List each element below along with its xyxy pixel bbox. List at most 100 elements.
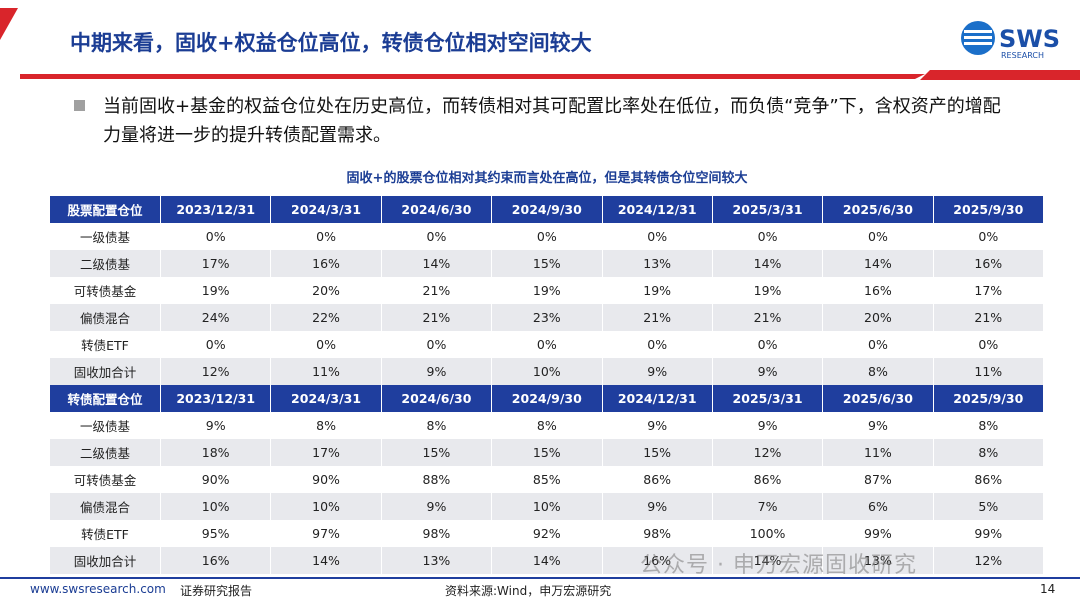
row: 偏债混合 24% 22% 21% 23% 21% 21% 20% 21% [50, 304, 1045, 331]
row-label: 偏债混合 [50, 493, 161, 520]
table-caption: 固收+的股票仓位相对其约束而言处在高位，但是其转债仓位空间较大 [346, 171, 748, 186]
cell: 6% [822, 493, 934, 520]
header-row: 股票配置仓位 2023/12/31 2024/3/31 2024/6/30 2024/9… [50, 196, 1045, 223]
cell: 0% [160, 331, 272, 358]
row: 二级债基 18% 17% 15% 15% 15% 12% 11% 8% [50, 439, 1045, 466]
header-cell: 2024/3/31 [270, 385, 382, 412]
website: www.swsresearch.com [30, 582, 166, 596]
cell: 11% [822, 439, 934, 466]
row-label: 可转债基金 [50, 466, 161, 493]
cell: 15% [381, 439, 493, 466]
cell: 9% [381, 358, 493, 385]
header-cell: 2024/9/30 [491, 385, 603, 412]
bullet-marker [74, 100, 85, 111]
watermark: 公众号 · 申万宏源固收研究 [640, 553, 917, 578]
cell: 92% [491, 520, 603, 547]
cell: 21% [933, 304, 1045, 331]
cell: 9% [602, 412, 713, 439]
cell: 24% [160, 304, 272, 331]
header-cell: 转债配置仓位 [50, 385, 161, 412]
cell: 7% [712, 493, 824, 520]
cell: 21% [712, 304, 824, 331]
cell: 10% [160, 493, 272, 520]
cell: 16% [933, 250, 1045, 277]
cell: 0% [602, 331, 713, 358]
cell: 8% [381, 412, 493, 439]
cell: 98% [602, 520, 713, 547]
logo-sub: RESEARCH [1001, 51, 1044, 60]
cell: 10% [491, 358, 603, 385]
cell: 9% [602, 493, 713, 520]
logo-icon [961, 21, 995, 55]
cell: 14% [381, 250, 493, 277]
cell: 87% [822, 466, 934, 493]
cell: 17% [160, 250, 272, 277]
header-cell: 2025/6/30 [822, 385, 934, 412]
header-cell: 股票配置仓位 [50, 196, 161, 223]
header-cell: 2025/3/31 [712, 196, 824, 223]
header-cell: 2024/12/31 [602, 385, 713, 412]
cell: 11% [270, 358, 382, 385]
cell: 14% [270, 547, 382, 574]
cell: 21% [381, 304, 493, 331]
cell: 13% [822, 547, 934, 574]
cell: 9% [822, 412, 934, 439]
cell: 85% [491, 466, 603, 493]
header-cell: 2023/12/31 [160, 196, 272, 223]
row-label: 二级债基 [50, 250, 161, 277]
cell: 14% [712, 250, 824, 277]
cell: 8% [270, 412, 382, 439]
header-cell: 2023/12/31 [160, 385, 272, 412]
row-label: 一级债基 [50, 412, 161, 439]
cell: 16% [160, 547, 272, 574]
cell: 15% [602, 439, 713, 466]
cell: 13% [602, 250, 713, 277]
cell: 9% [602, 358, 713, 385]
header-cell: 2025/9/30 [933, 385, 1045, 412]
cell: 0% [822, 331, 934, 358]
cell: 10% [491, 493, 603, 520]
cell: 20% [270, 277, 382, 304]
cell: 8% [933, 412, 1045, 439]
row: 固收加合计 12% 11% 9% 10% 9% 9% 8% 11% [50, 358, 1045, 385]
cell: 21% [381, 277, 493, 304]
header-cell: 2025/6/30 [822, 196, 934, 223]
table: 股票配置仓位 2023/12/31 2024/3/31 2024/6/30 2024/9… [50, 196, 1045, 574]
cell: 0% [712, 223, 824, 250]
header-cell: 2024/6/30 [381, 385, 493, 412]
row-label: 可转债基金 [50, 277, 161, 304]
cell: 9% [160, 412, 272, 439]
cell: 23% [491, 304, 603, 331]
cell: 86% [712, 466, 824, 493]
rule-end [920, 70, 1080, 80]
cell: 14% [491, 547, 603, 574]
row-label: 转债ETF [50, 520, 161, 547]
cell: 97% [270, 520, 382, 547]
row: 可转债基金 90% 90% 88% 85% 86% 86% 87% 86% [50, 466, 1045, 493]
cell: 21% [602, 304, 713, 331]
row: 转债ETF 95% 97% 98% 92% 98% 100% 99% 99% [50, 520, 1045, 547]
row: 偏债混合 10% 10% 9% 10% 9% 7% 6% 5% [50, 493, 1045, 520]
cell: 99% [822, 520, 934, 547]
cell: 0% [270, 331, 382, 358]
cell: 0% [381, 331, 493, 358]
footer-rule [0, 577, 1080, 579]
cell: 12% [160, 358, 272, 385]
header-cell: 2024/12/31 [602, 196, 713, 223]
cell: 5% [933, 493, 1045, 520]
row: 固收加合计 16% 14% 13% 14% 16% 14% 13% 12% [50, 547, 1045, 574]
cell: 16% [822, 277, 934, 304]
corner [0, 8, 18, 40]
logo: SWS [999, 25, 1060, 53]
cell: 19% [712, 277, 824, 304]
row-label: 偏债混合 [50, 304, 161, 331]
header-cell: 2024/3/31 [270, 196, 382, 223]
cell: 15% [491, 439, 603, 466]
row: 二级债基 17% 16% 14% 15% 13% 14% 14% 16% [50, 250, 1045, 277]
cell: 0% [381, 223, 493, 250]
cell: 20% [822, 304, 934, 331]
cell: 98% [381, 520, 493, 547]
cell: 0% [160, 223, 272, 250]
cell: 0% [491, 223, 603, 250]
